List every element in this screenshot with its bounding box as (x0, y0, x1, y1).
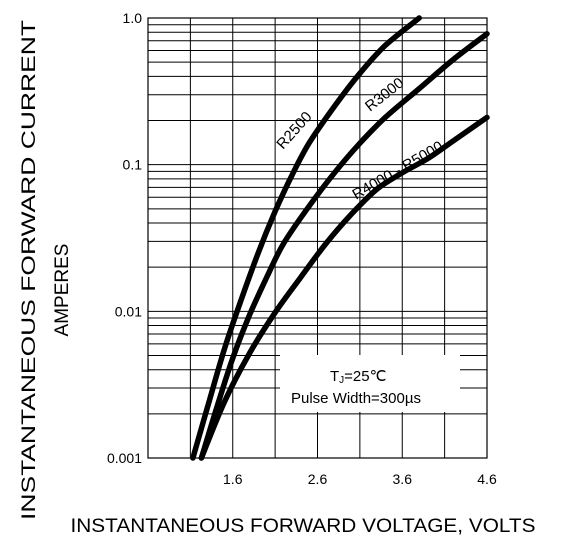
y-axis-title-line-1: INSTANTANEOUS FORWARD CURRENT (19, 19, 40, 520)
x-tick-label: 3.6 (393, 471, 413, 487)
tj-subscript: J (339, 375, 344, 386)
y-tick-label: 1.0 (123, 10, 143, 26)
tick-labels: 1.0 0.1 0.01 0.001 1.6 2.6 3.6 4.6 (107, 10, 497, 487)
y-tick-label: 0.01 (115, 303, 142, 319)
pulse-width-note: Pulse Width=300µs (291, 390, 421, 407)
x-axis-title: INSTANTANEOUS FORWARD VOLTAGE, VOLTS (71, 516, 536, 537)
series-label-r4000-r5000: R4000 - R5000 (350, 138, 447, 204)
y-tick-label: 0.1 (123, 157, 143, 173)
tj-main: T (330, 368, 339, 385)
y-tick-label: 0.001 (107, 450, 142, 466)
y-axis-title-line-2: AMPERES (52, 244, 73, 337)
series-layer (190, 15, 490, 461)
series-curve-1 (198, 31, 490, 461)
grid-layer (148, 18, 487, 458)
x-tick-label: 4.6 (477, 471, 497, 487)
series-curve-2 (198, 114, 490, 461)
series-curve-0 (190, 15, 422, 461)
x-tick-label: 1.6 (223, 471, 243, 487)
junction-temperature-note: TJ=25℃ (330, 368, 386, 386)
tj-rest: =25℃ (344, 368, 386, 385)
plot-border (147, 17, 488, 459)
annotation-box (280, 355, 460, 412)
plot-frame (147, 17, 488, 459)
x-tick-label: 2.6 (308, 471, 328, 487)
